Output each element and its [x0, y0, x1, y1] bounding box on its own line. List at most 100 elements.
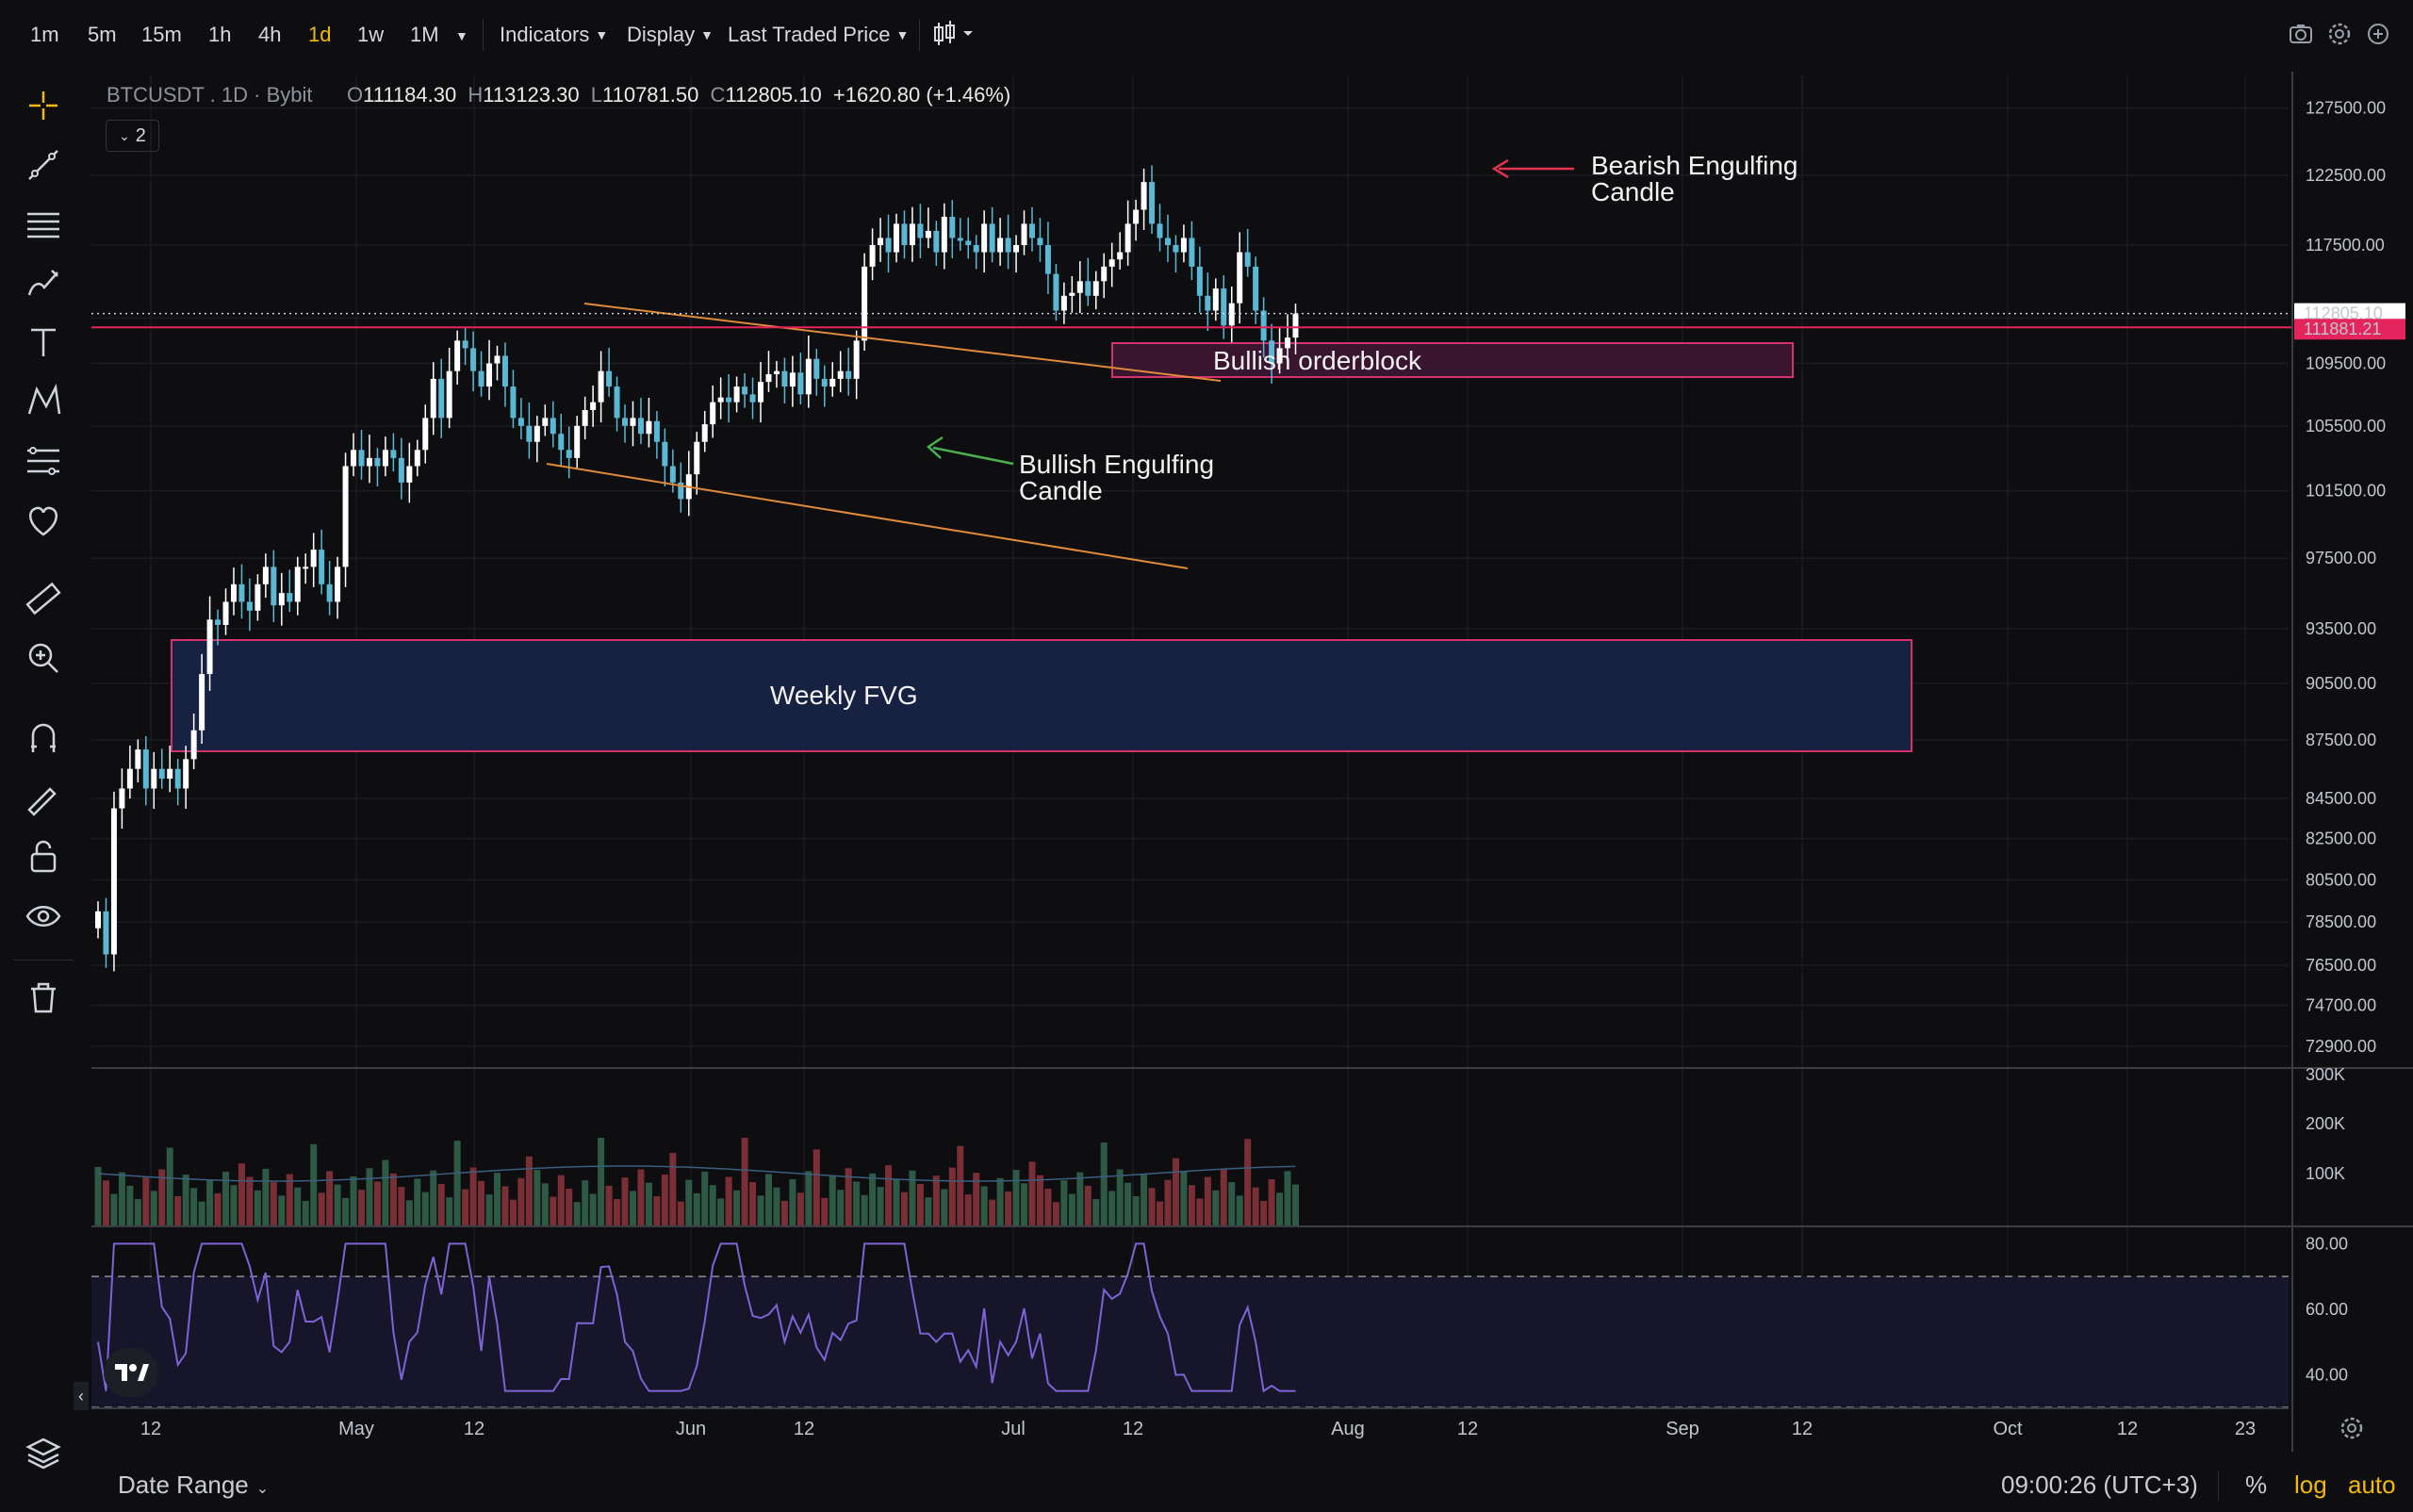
volume-bar: [709, 1185, 716, 1225]
crosshair-tool[interactable]: [21, 83, 66, 128]
heart-icon: [29, 506, 57, 536]
chart-type-button[interactable]: [931, 19, 978, 55]
display-menu[interactable]: Display ▼: [627, 23, 714, 47]
symbol-name: BTCUSDT: [107, 83, 205, 107]
percent-toggle[interactable]: %: [2245, 1471, 2268, 1499]
timeframe-1d[interactable]: 1d: [308, 23, 332, 46]
ruler-tool[interactable]: [21, 577, 66, 622]
candle-body: [997, 238, 1004, 253]
candle-body: [821, 378, 828, 387]
log-toggle[interactable]: log: [2294, 1471, 2327, 1499]
candle-body: [526, 425, 533, 442]
candle-body: [1269, 340, 1275, 364]
timeframe-1w[interactable]: 1w: [357, 23, 385, 46]
volume-bar: [270, 1182, 277, 1225]
volume-bar: [1100, 1142, 1108, 1225]
candle-body: [1037, 238, 1043, 245]
volume-bar: [900, 1192, 908, 1225]
candle-body: [582, 409, 588, 426]
auto-toggle[interactable]: auto: [2348, 1471, 2396, 1499]
volume-bar: [621, 1177, 629, 1225]
price-tick-label: 122500.00: [2306, 166, 2386, 185]
magnet-tool[interactable]: [21, 715, 66, 761]
time-tick-label: Jun: [676, 1419, 706, 1439]
price-type-menu[interactable]: Last Traded Price ▼: [728, 23, 909, 47]
candle-body: [486, 363, 493, 387]
volume-bar: [1044, 1188, 1052, 1225]
volume-bar: [661, 1175, 668, 1225]
time-tick-label: 12: [2117, 1419, 2138, 1439]
price-type-label: Last Traded Price: [728, 23, 891, 46]
zoom-tool[interactable]: [21, 635, 66, 681]
timeframe-5m[interactable]: 5m: [88, 23, 117, 46]
rsi-tick-label: 60.00: [2306, 1300, 2348, 1319]
fib-tool[interactable]: [21, 438, 66, 484]
volume-bar: [525, 1156, 533, 1225]
display-label: Display: [627, 23, 696, 46]
draw-mode-tool[interactable]: [21, 775, 66, 820]
indicators-menu[interactable]: Indicators ▼: [500, 23, 608, 47]
candle-body: [1141, 182, 1147, 210]
price-tick-label: 101500.00: [2306, 482, 2386, 501]
bottom-bar: Date Range ⌄ 09:00:26 (UTC+3) % log auto: [0, 1452, 2413, 1512]
collapse-left-arrow-icon[interactable]: ‹: [74, 1382, 89, 1410]
candle-body: [845, 370, 852, 379]
candle-body: [1173, 244, 1179, 253]
toolbar-divider: [13, 960, 74, 961]
timeframe-4h[interactable]: 4h: [258, 23, 282, 46]
text-tool[interactable]: [21, 320, 66, 365]
indicator-collapse-toggle[interactable]: ⌄ 2: [106, 120, 159, 152]
volume-bar: [932, 1175, 940, 1225]
candle-body: [271, 567, 277, 606]
candle-body: [1028, 223, 1035, 238]
candle-body: [351, 450, 357, 467]
timeframe-1h[interactable]: 1h: [208, 23, 232, 46]
candle-body: [1205, 295, 1211, 311]
horizontal-lines-tool[interactable]: [21, 202, 66, 247]
brush-tool[interactable]: [21, 260, 66, 305]
volume-bar: [605, 1185, 613, 1225]
date-range-button[interactable]: Date Range ⌄: [118, 1471, 269, 1500]
horizontal-lines-icon: [27, 212, 59, 238]
candle-body: [957, 238, 963, 241]
lock-tool[interactable]: [21, 834, 66, 879]
delete-tool[interactable]: [21, 975, 66, 1020]
layers-tool[interactable]: [21, 1431, 66, 1476]
volume-bar: [1220, 1168, 1227, 1225]
pattern-tool[interactable]: [21, 379, 66, 424]
candle-body: [965, 240, 972, 245]
volume-bar: [1108, 1191, 1116, 1225]
volume-bar: [614, 1199, 621, 1225]
volume-bar: [118, 1172, 125, 1225]
price-tick-label: 97500.00: [2306, 549, 2376, 567]
favorites-tool[interactable]: [21, 498, 66, 543]
current-price-tag: [2294, 303, 2405, 324]
volume-ma-line: [97, 1165, 1296, 1182]
volume-bar: [541, 1183, 549, 1225]
timeframe-15m[interactable]: 15m: [141, 23, 182, 46]
orderblock-label: Bullish orderblock: [1213, 346, 1422, 375]
chart-settings-gear-icon[interactable]: [2338, 1414, 2366, 1447]
candle-body: [1221, 288, 1227, 326]
price-tick-label: 90500.00: [2306, 674, 2376, 693]
timeframe-1M[interactable]: 1M: [410, 23, 439, 46]
candle-body: [1285, 337, 1291, 349]
time-tick-label: May: [338, 1419, 374, 1439]
timeframe-1m[interactable]: 1m: [30, 23, 59, 46]
timeframe-dropdown-icon[interactable]: ▼: [455, 28, 468, 43]
volume-bar: [550, 1196, 557, 1225]
visibility-tool[interactable]: [21, 894, 66, 939]
trash-icon: [31, 982, 56, 1013]
volume-bar: [796, 1192, 804, 1225]
camera-icon[interactable]: [2288, 21, 2314, 52]
volume-bar: [957, 1145, 964, 1225]
candle-body: [1196, 266, 1203, 296]
fullscreen-icon[interactable]: [2365, 21, 2391, 52]
volume-bar: [278, 1195, 286, 1225]
trendline-tool[interactable]: [21, 142, 66, 188]
settings-icon[interactable]: [2326, 21, 2353, 52]
volume-bar: [685, 1179, 693, 1225]
price-tick-label: 74700.00: [2306, 995, 2376, 1014]
